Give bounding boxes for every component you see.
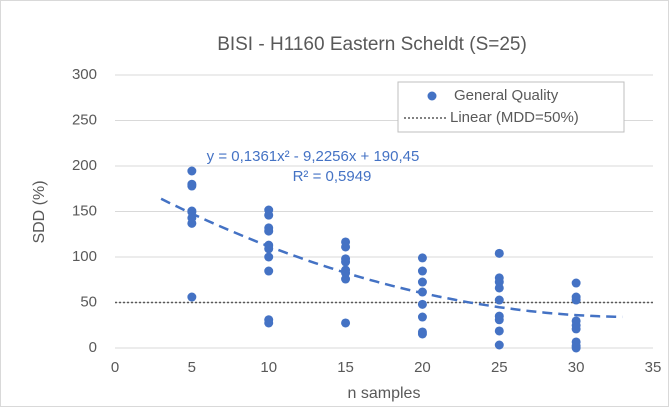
point [571,295,581,305]
point [187,181,197,191]
point [417,277,427,287]
point [494,283,504,293]
point [417,287,427,297]
point [264,210,274,220]
x-tick-label: 15 [337,359,354,376]
x-tick-label: 10 [260,359,277,376]
point [494,295,504,305]
y-axis-label: SDD (%) [31,180,48,243]
point [187,218,197,228]
chart-title: BISI - H1160 Eastern Scheldt (S=25) [217,34,527,55]
point [417,266,427,276]
y-tick-label: 0 [89,339,97,356]
trendline [160,197,623,319]
point [417,299,427,309]
point [494,248,504,258]
x-tick-label: 5 [188,359,196,376]
legend-label: General Quality [454,87,559,104]
legend-marker [427,91,437,101]
y-tick-label: 50 [80,293,97,310]
trendline-r-squared: R² = 0,5949 [293,168,372,185]
y-tick-label: 250 [72,111,97,128]
y-tick-label: 100 [72,248,97,265]
point [571,343,581,353]
point [187,166,197,176]
legend-label: Linear (MDD=50%) [450,109,579,126]
x-tick-label: 25 [491,359,508,376]
point [341,318,351,328]
trendline-equation: y = 0,1361x² - 9,2256x + 190,45 [207,148,420,165]
x-tick-label: 20 [414,359,431,376]
x-tick-label: 0 [111,359,119,376]
point [417,312,427,322]
y-tick-label: 200 [72,157,97,174]
x-axis-label: n samples [348,385,421,402]
y-tick-label: 150 [72,202,97,219]
point [494,315,504,325]
x-tick-label: 30 [568,359,585,376]
x-tick-label: 35 [645,359,662,376]
point [571,278,581,288]
point [494,340,504,350]
point [264,226,274,236]
point [571,324,581,334]
point [187,292,197,302]
point [264,318,274,328]
point [264,266,274,276]
point [341,274,351,284]
y-tick-label: 300 [72,66,97,83]
point [341,257,351,267]
point [264,252,274,262]
legend-box [397,81,625,133]
point [417,329,427,339]
point [341,242,351,252]
point [264,244,274,254]
point [494,326,504,336]
point [417,253,427,263]
